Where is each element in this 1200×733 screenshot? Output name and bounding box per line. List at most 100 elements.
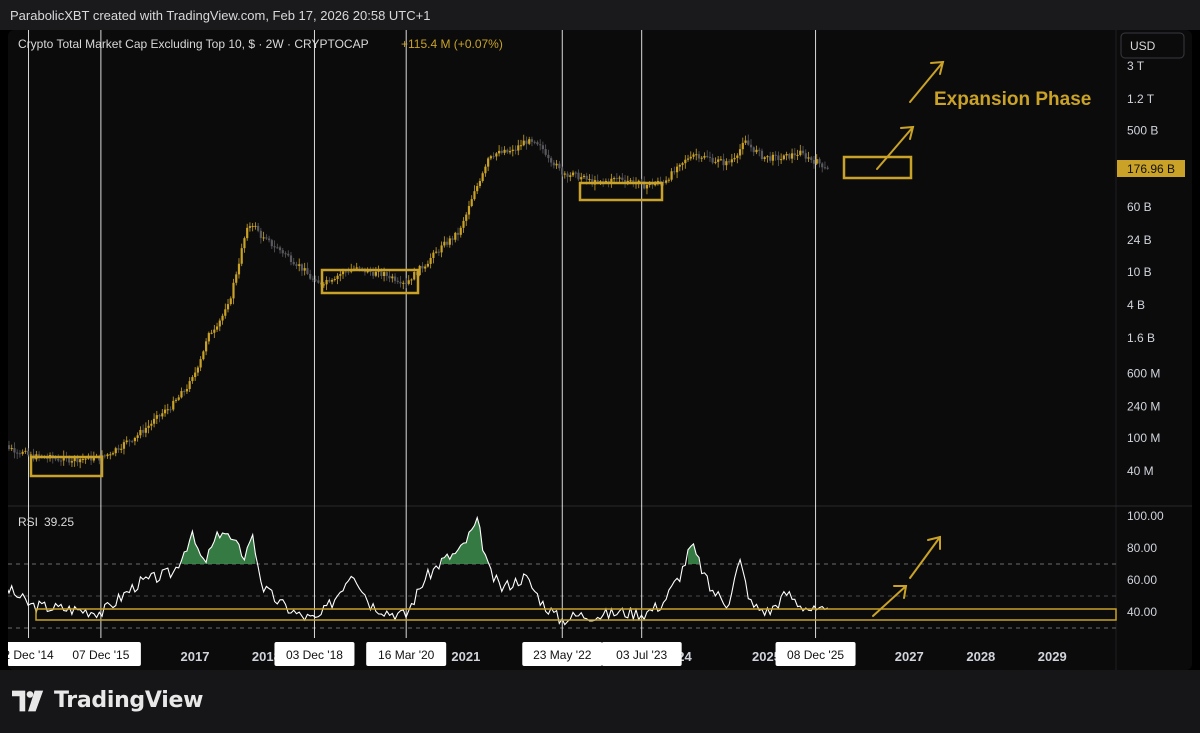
candle-body xyxy=(717,159,720,162)
accumulation-box-2026[interactable] xyxy=(842,155,913,180)
candle-body xyxy=(177,397,180,400)
candle-body xyxy=(429,257,432,264)
candle-body xyxy=(550,158,553,163)
candle-body xyxy=(109,454,112,456)
candle-body xyxy=(673,171,676,173)
candle-body xyxy=(752,147,755,153)
candle-body xyxy=(325,279,328,285)
candle-body xyxy=(730,159,733,163)
rsi-line xyxy=(8,515,828,626)
candle-body xyxy=(131,441,134,443)
candle-body xyxy=(298,264,301,266)
candle-body xyxy=(265,237,268,239)
marker-date-label: 16 Mar '20 xyxy=(378,648,435,662)
candle-body xyxy=(519,145,523,147)
candle-body xyxy=(577,172,580,180)
candle-body xyxy=(700,157,703,159)
candle-body xyxy=(29,454,32,456)
candle-body xyxy=(755,149,758,153)
candle-body xyxy=(103,455,106,457)
candle-body xyxy=(380,270,383,277)
candle-body xyxy=(215,326,219,330)
candle-body xyxy=(588,179,591,181)
candle-body xyxy=(613,178,616,180)
rsi-axis[interactable]: 100.00 80.00 60.00 40.00 xyxy=(1127,509,1164,619)
candle-body xyxy=(566,173,569,177)
candle-body xyxy=(489,156,492,159)
candle-body xyxy=(139,429,142,436)
candle-body xyxy=(13,448,16,453)
candle-body xyxy=(92,456,95,461)
candle-body xyxy=(481,173,484,181)
chart-frame[interactable]: Expansion Phase Crypto Total Market Cap … xyxy=(8,30,1192,670)
expansion-arrows[interactable] xyxy=(872,60,945,617)
time-axis[interactable]: 201720182021202420252027202820292 Dec '1… xyxy=(8,642,1067,666)
candle-body xyxy=(681,163,684,165)
marker-date-box xyxy=(601,642,682,666)
candle-body xyxy=(733,157,736,160)
rsi-tick-label: 40.00 xyxy=(1127,605,1157,619)
candle-body xyxy=(59,460,63,462)
currency-button-frame[interactable] xyxy=(1120,32,1185,59)
candle-body xyxy=(191,377,194,382)
chart-canvas[interactable]: Expansion Phase Crypto Total Market Cap … xyxy=(8,30,1192,670)
candle-body xyxy=(276,247,279,249)
candle-body xyxy=(684,159,687,164)
candle-body xyxy=(766,156,769,158)
price-axis[interactable]: 3 T 1.2 T 500 B 60 B 24 B 10 B 4 B 1.6 B 600 M 24… xyxy=(1127,59,1160,478)
candle-body xyxy=(503,149,506,153)
candle-body xyxy=(555,163,558,166)
candle-body xyxy=(826,167,829,169)
candle-body xyxy=(807,157,810,159)
candle-body xyxy=(393,276,397,281)
candle-body xyxy=(454,232,457,240)
price-tick-label: 4 B xyxy=(1127,298,1145,312)
candle-body xyxy=(270,240,273,247)
candle-body xyxy=(782,155,785,160)
chart-credit: ParabolicXBT created with TradingView.co… xyxy=(10,8,431,23)
candle-body xyxy=(180,391,183,398)
price-tick-label: 600 M xyxy=(1127,366,1160,380)
candle-body xyxy=(790,153,794,159)
candle-body xyxy=(333,278,336,281)
candle-body xyxy=(68,457,71,463)
candle-body xyxy=(226,304,230,310)
candle-body xyxy=(741,142,744,150)
footer xyxy=(0,670,1200,733)
candle-body xyxy=(199,359,202,368)
candle-body xyxy=(692,154,695,157)
candle-body xyxy=(273,246,276,248)
candle-body xyxy=(133,437,137,442)
candle-body xyxy=(818,159,821,164)
candle-body xyxy=(328,279,331,282)
candle-body xyxy=(610,178,613,184)
candle-body xyxy=(728,161,731,163)
candle-body xyxy=(796,154,799,156)
rsi-value: 39.25 xyxy=(44,515,74,529)
candle-body xyxy=(311,278,315,280)
candle-body xyxy=(725,161,728,166)
candle-body xyxy=(358,267,361,269)
rsi-support-band[interactable] xyxy=(35,608,1117,621)
candle-body xyxy=(662,182,665,184)
tradingview-logo[interactable]: TradingView xyxy=(12,688,203,713)
candle-body xyxy=(580,177,583,180)
candle-body xyxy=(758,149,761,151)
candle-body xyxy=(785,154,788,156)
currency-button[interactable]: USD xyxy=(1130,39,1156,53)
candle-body xyxy=(678,164,681,167)
rsi-tick-label: 80.00 xyxy=(1127,541,1157,555)
candle-body xyxy=(492,156,495,158)
accumulation-box-2015[interactable] xyxy=(29,455,104,478)
accumulation-box-2023[interactable] xyxy=(578,181,664,202)
candle-body xyxy=(618,177,621,179)
candle-body xyxy=(459,227,462,235)
candle-body xyxy=(525,140,528,144)
candle-body xyxy=(558,163,561,169)
candle-body xyxy=(530,139,534,142)
accumulation-box-2019[interactable] xyxy=(320,268,420,295)
candle-body xyxy=(539,144,542,146)
candle-body xyxy=(552,162,555,166)
candle-body xyxy=(120,448,123,450)
candle-body xyxy=(246,227,249,239)
